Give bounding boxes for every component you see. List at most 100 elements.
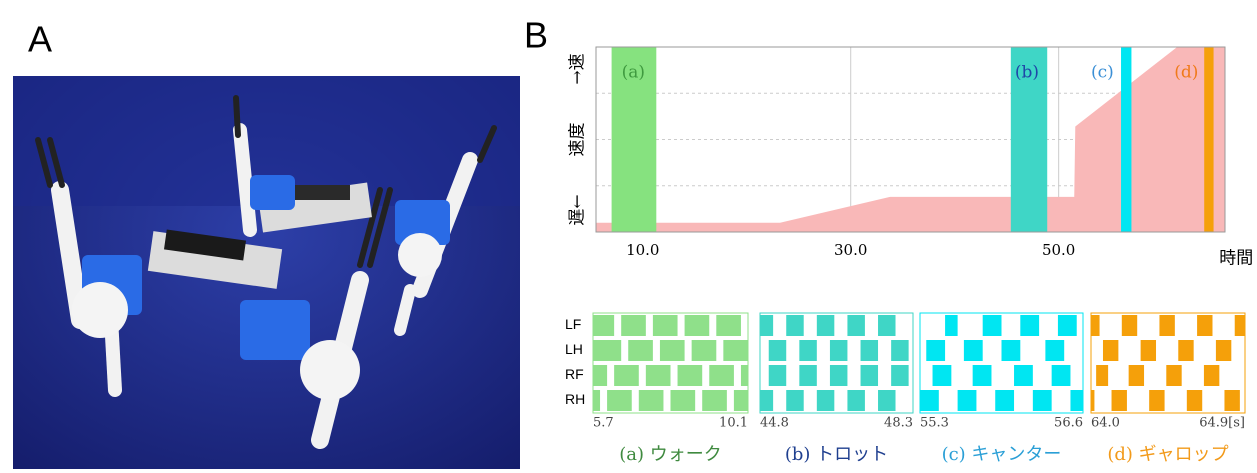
x-tick-label: 44.8 <box>760 416 789 431</box>
stance-bar <box>1091 315 1100 336</box>
stance-bar <box>945 315 958 336</box>
gait-title: (d) ギャロップ <box>1107 444 1228 465</box>
stance-bar <box>639 390 664 411</box>
stance-bar <box>1070 390 1083 411</box>
leg-label: RF <box>565 366 584 382</box>
stance-bar <box>607 390 632 411</box>
stance-bar <box>716 315 741 336</box>
leg-label: LF <box>565 316 581 332</box>
stance-bar <box>1216 340 1231 361</box>
x-tick-label: 56.6 <box>1054 416 1083 431</box>
stance-bar <box>817 390 834 411</box>
stance-bar <box>685 315 710 336</box>
stance-bar <box>1197 315 1212 336</box>
stance-bar <box>593 390 600 411</box>
stance-bar <box>786 315 803 336</box>
stance-bar <box>1091 390 1094 411</box>
x-tick-label: 64.0 <box>1091 416 1120 431</box>
stance-bar <box>1224 390 1239 411</box>
stance-bar <box>933 365 952 386</box>
stance-bar <box>861 340 878 361</box>
panel-label: A <box>28 19 52 60</box>
stance-bar <box>891 340 908 361</box>
panel-label: B <box>524 15 548 56</box>
stance-bar <box>692 340 717 361</box>
gait-title: (b) トロット <box>785 444 888 465</box>
stance-bar <box>1052 365 1071 386</box>
stance-bar <box>878 315 895 336</box>
stance-bar <box>1187 390 1202 411</box>
y-axis-label: 遅← <box>568 194 588 225</box>
speed-chart: (a)(b)(c)(d)10.030.050.0時間 [s]遅←速度→速 <box>568 47 1257 269</box>
stance-bar <box>1178 340 1193 361</box>
y-axis-label: →速 <box>568 53 588 84</box>
stance-bar <box>1103 340 1118 361</box>
stance-bar <box>769 365 786 386</box>
stance-bar <box>1033 390 1052 411</box>
stance-bar <box>1045 340 1064 361</box>
stance-bar <box>678 365 703 386</box>
stance-bar <box>760 315 773 336</box>
leg-label: RH <box>565 391 585 407</box>
stance-bar <box>964 340 983 361</box>
stance-bar <box>958 390 977 411</box>
stance-bar <box>671 390 696 411</box>
stance-bar <box>734 390 748 411</box>
x-tick-label: 48.3 <box>884 416 913 431</box>
stance-bar <box>1159 315 1174 336</box>
stance-bar <box>983 315 1002 336</box>
x-tick-label: 10.0 <box>626 241 659 259</box>
stance-bar <box>830 340 847 361</box>
robot-photo <box>13 76 520 469</box>
stance-bar <box>861 365 878 386</box>
stance-bar <box>799 340 816 361</box>
stance-bar <box>973 365 992 386</box>
band-label: (a) <box>622 63 645 83</box>
x-tick-label: 5.7 <box>593 416 614 431</box>
stance-bar <box>646 365 671 386</box>
stance-bar <box>723 340 748 361</box>
y-axis-label: 速度 <box>568 123 588 157</box>
stance-bar <box>817 315 834 336</box>
x-tick-label: 50.0 <box>1042 241 1075 259</box>
stance-bar <box>878 390 895 411</box>
stance-bar <box>660 340 685 361</box>
stance-bar <box>1149 390 1164 411</box>
stance-bar <box>614 365 639 386</box>
stance-bar <box>593 340 621 361</box>
band-label: (b) <box>1015 63 1039 83</box>
x-tick-label: 30.0 <box>834 241 867 259</box>
x-tick-label: 64.9[s] <box>1199 416 1245 431</box>
x-axis-label: 時間 [s] <box>1219 249 1257 269</box>
stance-bar <box>760 390 773 411</box>
gait-title: (a) ウォーク <box>619 444 722 465</box>
stance-bar <box>847 390 864 411</box>
stance-bar <box>926 340 945 361</box>
stance-bar <box>1122 315 1137 336</box>
stance-bar <box>847 315 864 336</box>
stance-bar <box>799 365 816 386</box>
stance-bar <box>1020 315 1039 336</box>
stance-bar <box>1166 365 1181 386</box>
leg-label: LH <box>565 341 583 357</box>
x-tick-label: 55.3 <box>920 416 949 431</box>
stance-bar <box>621 315 646 336</box>
gait-diagrams: LF LH RF RH 5.7 10.1 (a) ウォーク 44.8 48.3 (b) トロット 5… <box>565 313 1245 465</box>
stance-bar <box>1002 340 1021 361</box>
x-tick-label: 10.1 <box>719 416 748 431</box>
stance-bar <box>1204 365 1219 386</box>
stance-bar <box>1112 390 1127 411</box>
stance-bar <box>995 390 1014 411</box>
stance-bar <box>1058 315 1077 336</box>
gait-band <box>1121 47 1131 232</box>
stance-bar <box>593 365 607 386</box>
stance-bar <box>786 390 803 411</box>
gait-title: (c) キャンター <box>942 444 1062 465</box>
stance-bar <box>702 390 727 411</box>
stance-bar <box>891 365 908 386</box>
stance-bar <box>1235 315 1245 336</box>
stance-bar <box>1129 365 1144 386</box>
stance-bar <box>1014 365 1033 386</box>
stance-bar <box>769 340 786 361</box>
